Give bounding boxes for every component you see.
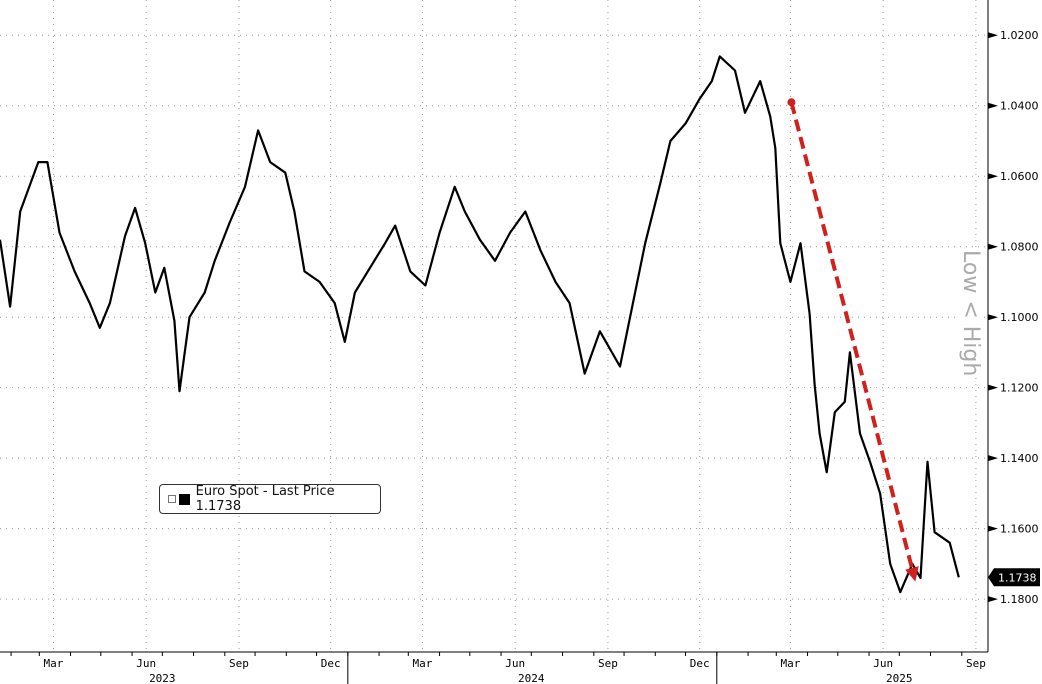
y-tick-label: 1.1400 — [1000, 452, 1039, 465]
y-tick — [988, 102, 998, 109]
y-tick — [988, 243, 998, 250]
x-tick-label: Mar — [780, 657, 800, 670]
last-value-label: 1.1738 — [998, 571, 1037, 584]
y-tick-label: 1.0200 — [1000, 29, 1039, 42]
y-tick — [988, 32, 998, 39]
x-tick-label: Jun — [505, 657, 525, 670]
x-tick-label: Sep — [598, 657, 618, 670]
y-tick-label: 1.1000 — [1000, 311, 1039, 324]
y-tick-label: 1.0600 — [1000, 170, 1039, 183]
trend-arrow-line — [789, 101, 914, 569]
x-tick-label: Sep — [229, 657, 249, 670]
y-tick — [988, 455, 998, 462]
x-tick-label: Jun — [873, 657, 893, 670]
x-tick-label: Dec — [321, 657, 341, 670]
x-tick-label: Mar — [43, 657, 63, 670]
y-tick — [988, 596, 998, 603]
legend-label: Euro Spot - Last Price 1.1738 — [195, 484, 335, 514]
y-tick-label: 1.1800 — [1000, 593, 1039, 606]
legend-expand-icon[interactable] — [168, 495, 176, 503]
last-value-badge — [988, 568, 1040, 587]
y-tick-label: 1.1200 — [1000, 382, 1039, 395]
year-label: 2025 — [886, 672, 913, 684]
y-tick — [988, 314, 998, 321]
legend: Euro Spot - Last Price 1.1738 — [159, 484, 381, 514]
x-tick-label: Jun — [136, 657, 156, 670]
year-label: 2023 — [149, 672, 176, 684]
y-tick — [988, 525, 998, 532]
x-tick-label: Mar — [412, 657, 432, 670]
x-tick-label: Sep — [966, 657, 986, 670]
trend-arrow-head — [905, 566, 919, 582]
y-tick-label: 1.0800 — [1000, 241, 1039, 254]
x-tick-label: Dec — [690, 657, 710, 670]
y-tick-label: 1.0400 — [1000, 100, 1039, 113]
year-label: 2024 — [518, 672, 545, 684]
y-tick-label: 1.1600 — [1000, 523, 1039, 536]
y-tick — [988, 384, 998, 391]
series-line — [0, 55, 960, 594]
legend-swatch — [178, 493, 190, 505]
y-tick — [988, 173, 998, 180]
y-axis-label: Low < High — [958, 250, 983, 377]
